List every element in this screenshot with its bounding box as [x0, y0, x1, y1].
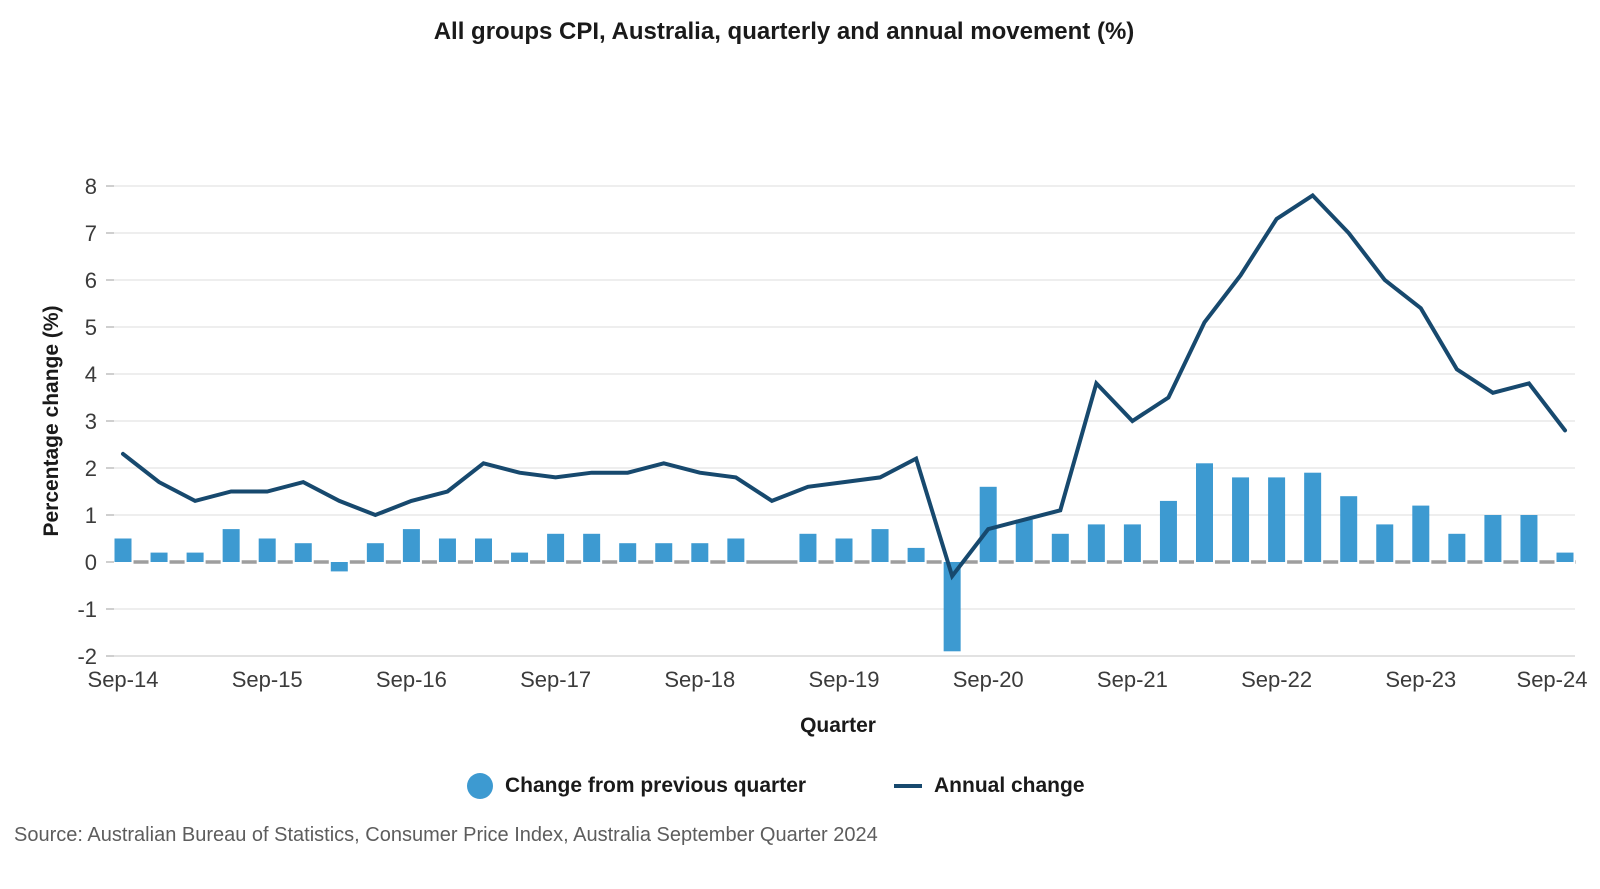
annual-change-line — [121, 192, 1567, 581]
svg-text:Sep-16: Sep-16 — [376, 667, 447, 692]
svg-text:-1: -1 — [77, 597, 97, 622]
svg-text:Sep-24: Sep-24 — [1517, 667, 1588, 692]
bar-series-swatch-icon — [467, 773, 493, 799]
line-series-swatch-icon — [894, 784, 922, 788]
quarterly-change-bars — [114, 463, 1574, 652]
svg-text:5: 5 — [85, 315, 97, 340]
svg-text:6: 6 — [85, 268, 97, 293]
gridlines — [106, 185, 1575, 657]
svg-text:Sep-17: Sep-17 — [520, 667, 591, 692]
svg-text:8: 8 — [85, 174, 97, 199]
source-note: Source: Australian Bureau of Statistics,… — [14, 824, 878, 846]
legend-label-annual-change: Annual change — [934, 774, 1085, 797]
svg-text:Sep-15: Sep-15 — [232, 667, 303, 692]
svg-text:Sep-23: Sep-23 — [1385, 667, 1456, 692]
y-tick-labels: 8 7 6 5 4 3 2 1 0 -1 -2 — [77, 174, 97, 669]
svg-text:7: 7 — [85, 221, 97, 246]
svg-text:Sep-19: Sep-19 — [809, 667, 880, 692]
svg-text:Sep-18: Sep-18 — [664, 667, 735, 692]
svg-text:Sep-20: Sep-20 — [953, 667, 1024, 692]
svg-text:4: 4 — [85, 362, 97, 387]
x-tick-labels: Sep-14 Sep-15 Sep-16 Sep-17 Sep-18 Sep-19 Sep-… — [88, 667, 1588, 692]
svg-text:2: 2 — [85, 456, 97, 481]
legend-label-quarterly-change: Change from previous quarter — [505, 774, 807, 797]
svg-text:Sep-14: Sep-14 — [88, 667, 159, 692]
x-axis-title: Quarter — [800, 714, 876, 737]
svg-text:Sep-21: Sep-21 — [1097, 667, 1168, 692]
chart-title: All groups CPI, Australia, quarterly and… — [433, 18, 1135, 45]
legend-item-annual-change: Annual change — [894, 772, 1085, 800]
svg-text:-2: -2 — [77, 644, 97, 669]
legend-item-quarterly-change: Change from previous quarter — [467, 772, 806, 800]
svg-text:Sep-22: Sep-22 — [1241, 667, 1312, 692]
svg-text:1: 1 — [85, 503, 97, 528]
svg-text:0: 0 — [85, 550, 97, 575]
svg-text:3: 3 — [85, 409, 97, 434]
